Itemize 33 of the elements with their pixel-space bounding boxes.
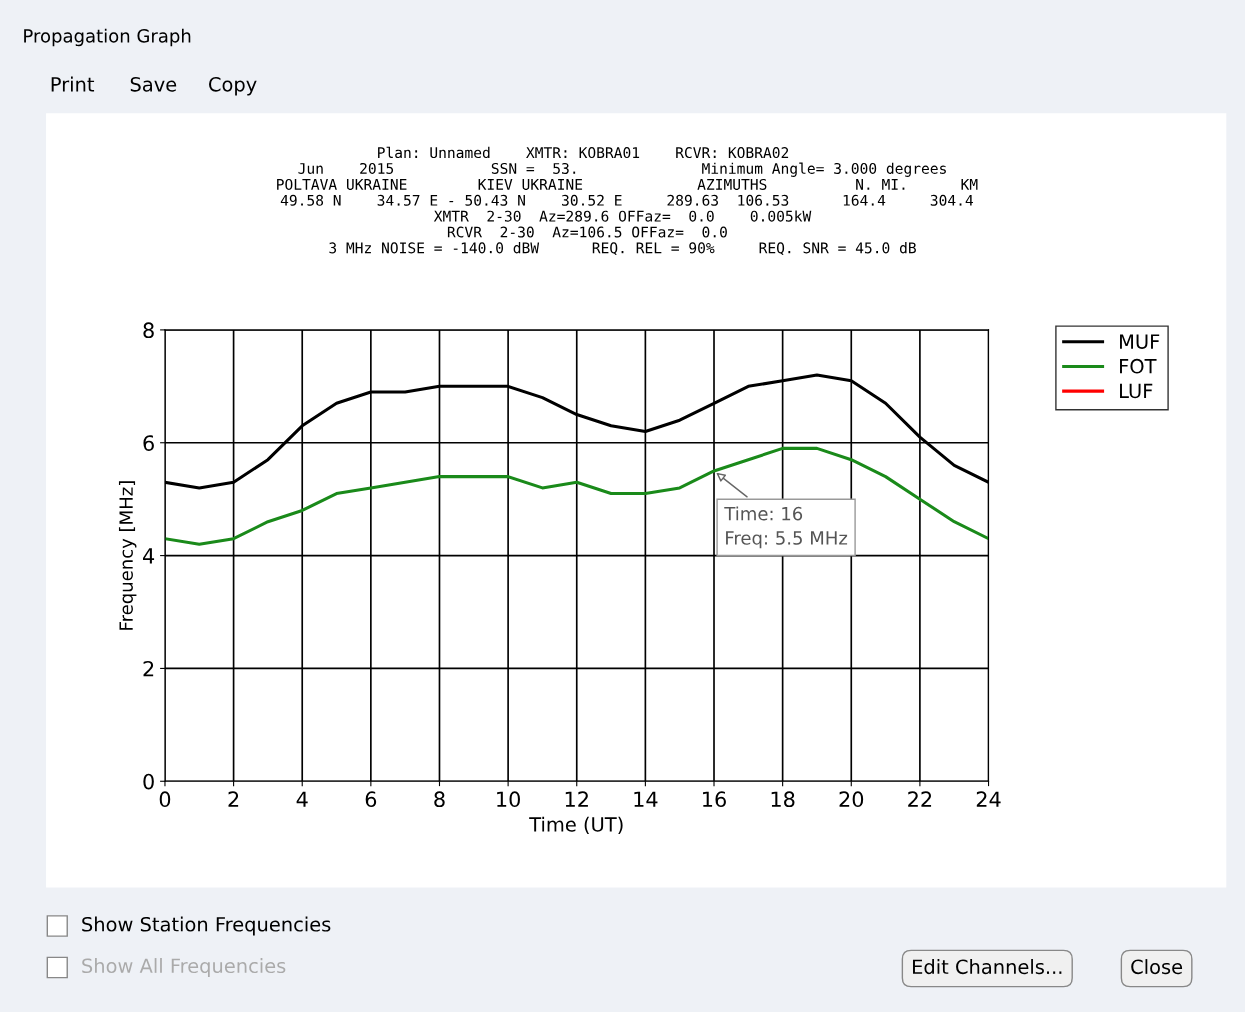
x-tick-label: 22 <box>908 791 932 807</box>
x-axis-title: Time (UT) <box>529 816 623 835</box>
legend-label: FOT <box>1120 358 1157 374</box>
y-axis-title: Frequency [MHz] <box>118 481 137 630</box>
chart-title: Propagation Graph <box>24 28 191 47</box>
x-tick-label: 12 <box>565 791 588 807</box>
text: Show Station Frequencies <box>82 916 331 936</box>
y-tick-label: 4 <box>143 548 155 564</box>
y-tick-label: 0 <box>143 773 154 790</box>
text: Close <box>1131 959 1183 975</box>
text: Copy <box>209 76 257 96</box>
legend-label: LUF <box>1120 383 1153 399</box>
text: Show All Frequencies <box>82 958 286 977</box>
x-tick-label: 16 <box>703 791 726 808</box>
x-tick-label: 8 <box>434 791 445 808</box>
annotation: Time: 16 Freq: 5.5 MHz <box>724 506 848 549</box>
text: Print <box>51 76 95 92</box>
text: Save <box>130 76 177 92</box>
y-tick-label: 6 <box>143 435 154 451</box>
y-tick-label: 8 <box>143 322 154 339</box>
x-tick-label: 24 <box>976 791 1001 807</box>
x-tick-label: 20 <box>839 791 864 808</box>
y-tick-label: 2 <box>143 660 154 677</box>
x-tick-label: 14 <box>634 791 658 807</box>
x-tick-label: 18 <box>771 791 795 808</box>
x-tick-label: 10 <box>497 791 520 808</box>
x-tick-label: 6 <box>365 791 377 808</box>
text: Edit Channels... <box>913 959 1062 975</box>
legend-label: MUF <box>1120 334 1160 349</box>
x-tick-label: 2 <box>228 791 239 807</box>
x-tick-label: 4 <box>296 791 308 807</box>
chart-subtitle: Plan: Unnamed XMTR: KOBRA01 RCVR: KOBRA02 Jun 2015 SSN = 53. Minimum Angle= 3.000 degrees POLTAVA UKRAINE KIEV UKRAINE AZIMUTHS N. MI. KM 49.58 N 34.57 E - 50.43 N 30.52 E 289.63 106.53 164.4 304.4 XMTR 2-30 Az=289.6 OFFaz= 0.0 0.005kW RCVR 2-30 Az=106.5 OFFaz= 0.0 3 MHz NOISE = -140.0 dBW REQ. REL = 90% REQ. SNR = 45.0 dB <box>277 146 978 256</box>
x-tick-label: 0 <box>159 791 171 808</box>
